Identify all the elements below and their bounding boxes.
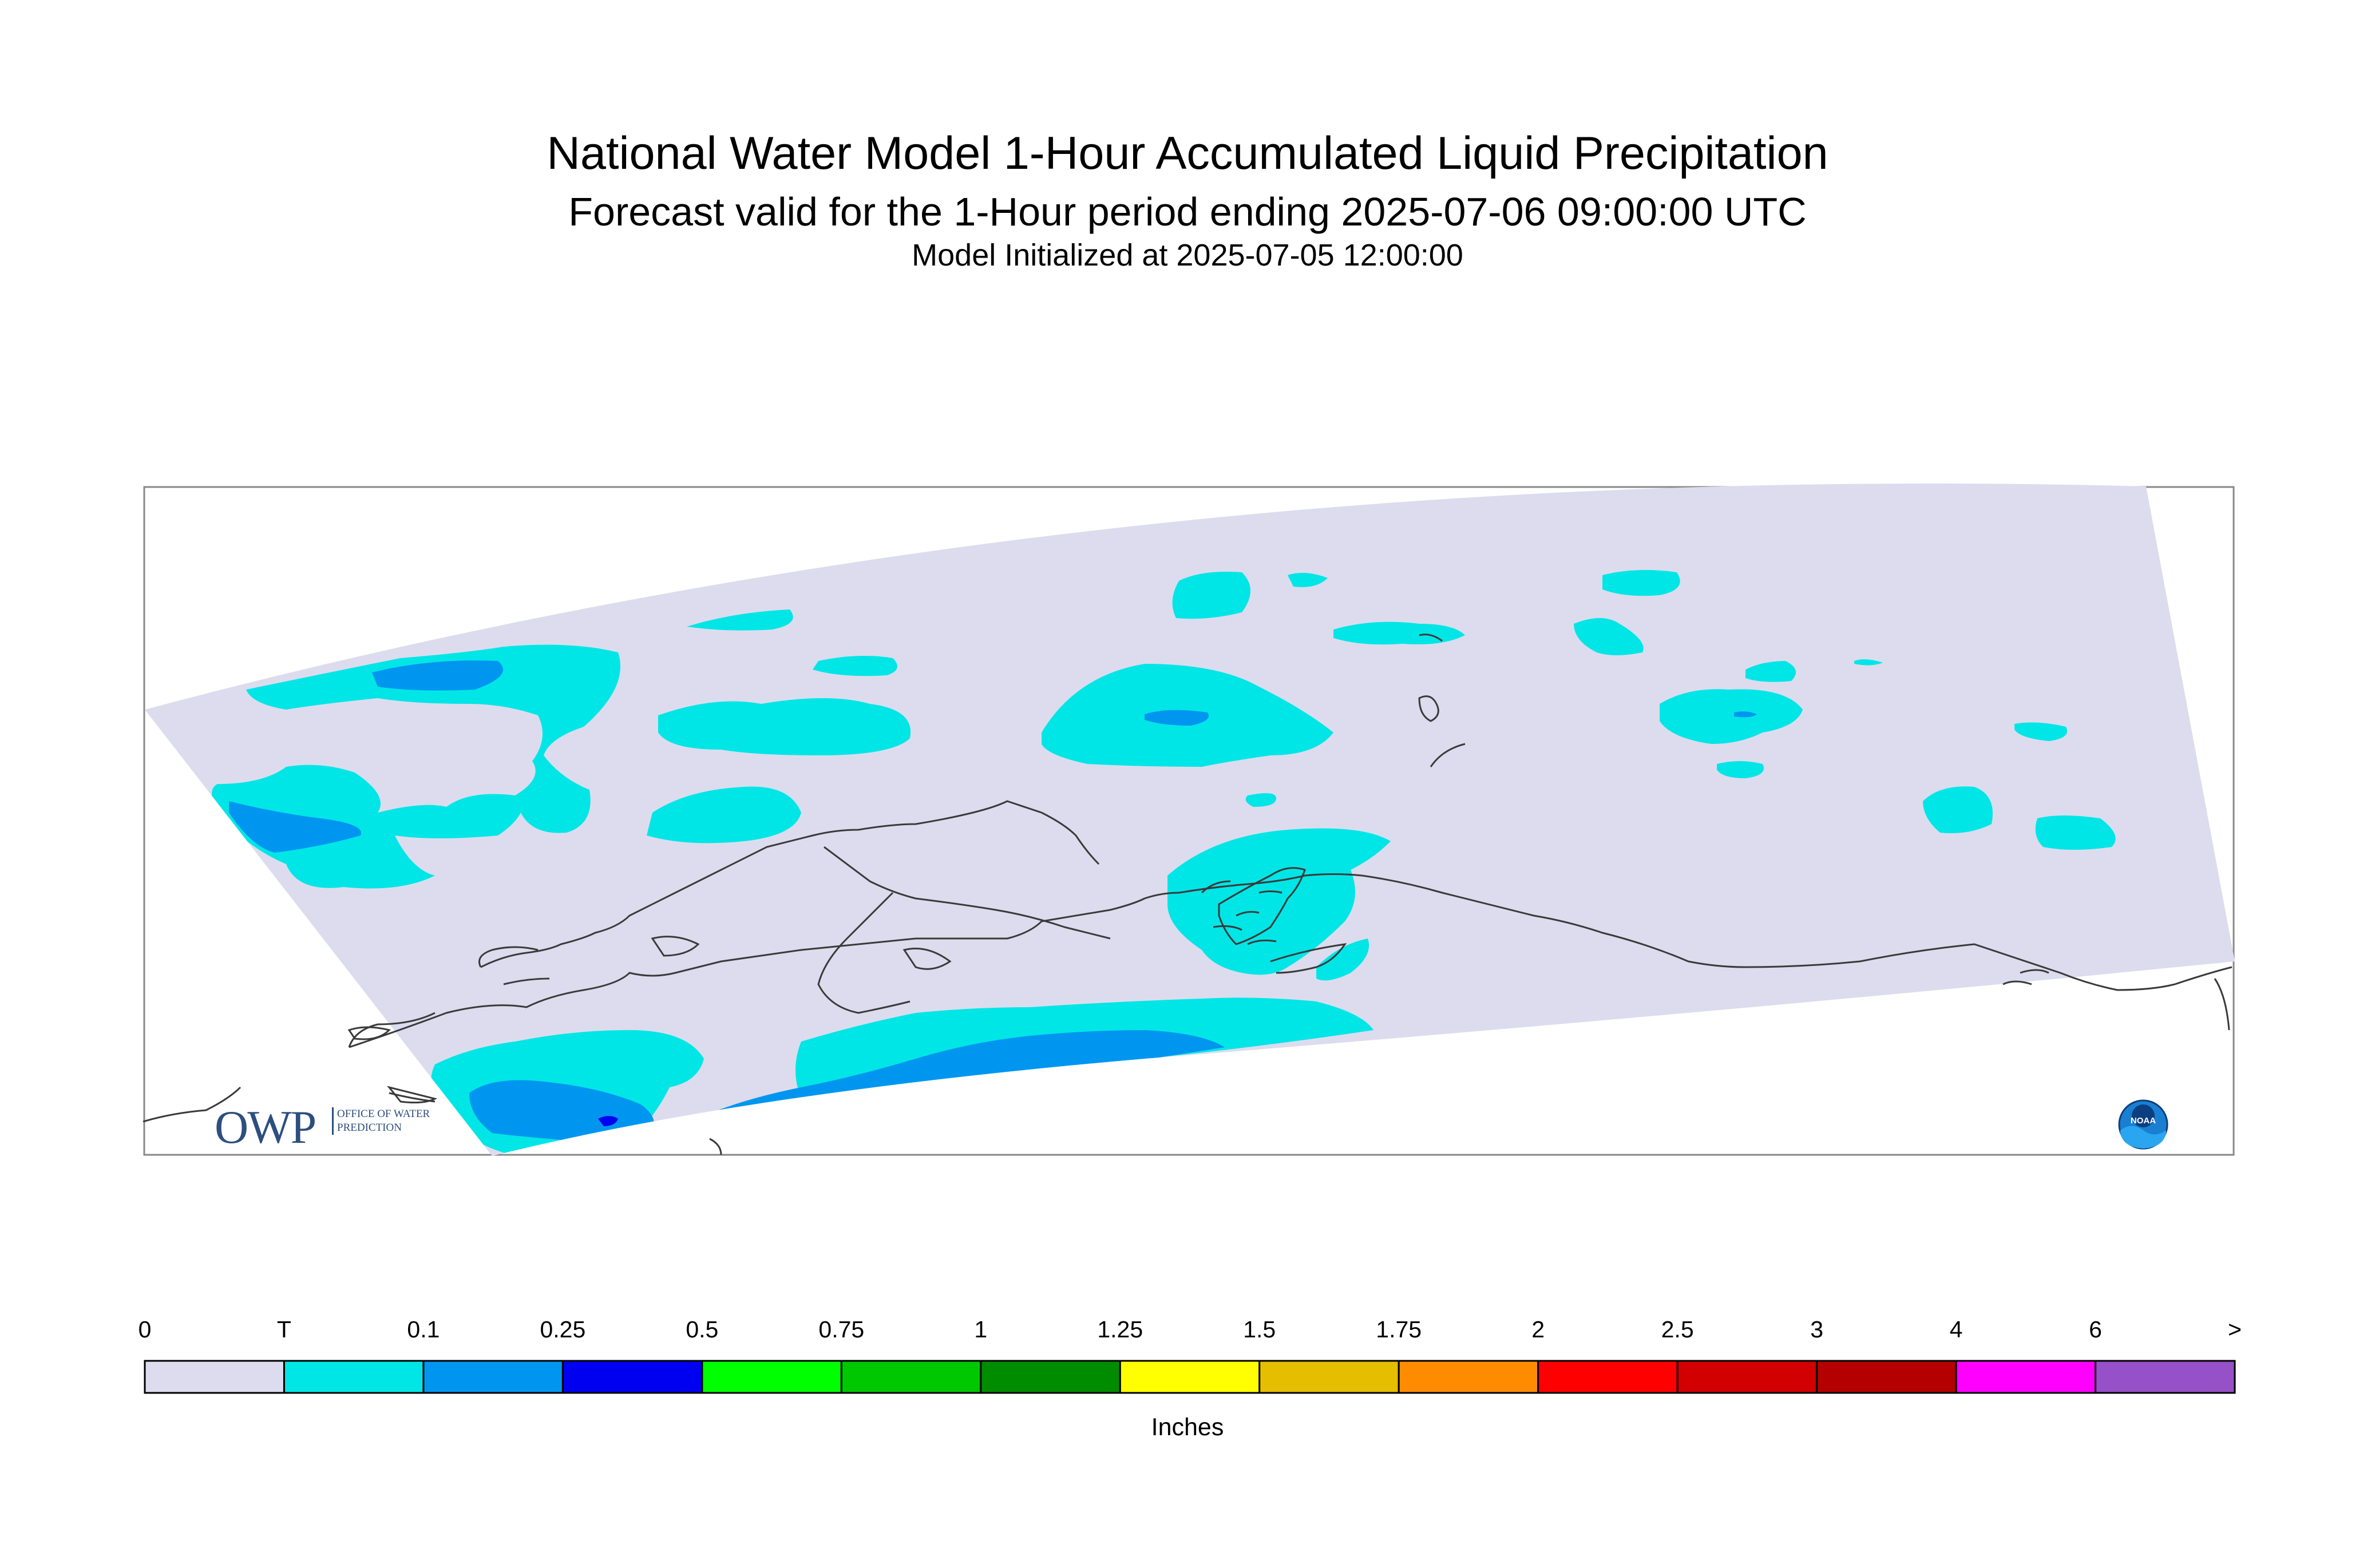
legend-label: 0.25 <box>540 1316 586 1343</box>
map-title: National Water Model 1-Hour Accumulated … <box>547 128 1828 179</box>
owp-logo: OWP Office of Water Prediction <box>215 1101 430 1153</box>
legend-swatch <box>422 1360 564 1394</box>
legend-label: 1 <box>974 1316 988 1343</box>
coastlines <box>142 633 2232 1155</box>
legend-swatch <box>1258 1360 1400 1394</box>
legend-label: > <box>2228 1316 2242 1343</box>
legend-label: 0.75 <box>818 1316 865 1343</box>
noaa-logo-text: NOAA <box>2130 1116 2156 1126</box>
map-subtitle: Forecast valid for the 1-Hour period end… <box>568 189 1807 234</box>
legend-label: 4 <box>1949 1316 1963 1343</box>
model-init-time: Model Initialized at 2025-07-05 12:00:00 <box>912 238 1463 272</box>
legend-swatch <box>1119 1360 1261 1394</box>
legend-label: 0.5 <box>686 1316 719 1343</box>
legend-swatch <box>1398 1360 1539 1394</box>
legend-swatch <box>283 1360 425 1394</box>
legend-label: 3 <box>1810 1316 1823 1343</box>
legend-swatch <box>1676 1360 1818 1394</box>
legend-swatch <box>840 1360 982 1394</box>
owp-logo-letters: OWP <box>215 1101 316 1153</box>
legend-swatch <box>1955 1360 2097 1394</box>
legend-label: 6 <box>2089 1316 2102 1343</box>
owp-logo-text: Office of Water Prediction <box>332 1107 437 1135</box>
legend-swatch <box>144 1360 285 1394</box>
legend-label: 1.75 <box>1376 1316 1422 1343</box>
legend-swatch <box>1816 1360 1957 1394</box>
legend-label: T <box>276 1316 291 1343</box>
legend-label: 2.5 <box>1661 1316 1694 1343</box>
legend-swatch <box>1537 1360 1679 1394</box>
model-domain <box>145 483 2235 1156</box>
legend-label: 0.1 <box>407 1316 440 1343</box>
noaa-logo: NOAA <box>2117 1099 2169 1150</box>
legend-label: 0 <box>138 1316 152 1343</box>
legend-units: Inches <box>1151 1413 1224 1441</box>
legend-swatch <box>561 1360 703 1394</box>
legend-label: 1.5 <box>1243 1316 1276 1343</box>
legend-swatch <box>2095 1360 2236 1394</box>
legend-color-bar <box>144 1360 2236 1394</box>
legend-swatch <box>701 1360 842 1394</box>
legend-label: 1.25 <box>1097 1316 1143 1343</box>
legend-swatch <box>980 1360 1121 1394</box>
legend-label: 2 <box>1531 1316 1545 1343</box>
